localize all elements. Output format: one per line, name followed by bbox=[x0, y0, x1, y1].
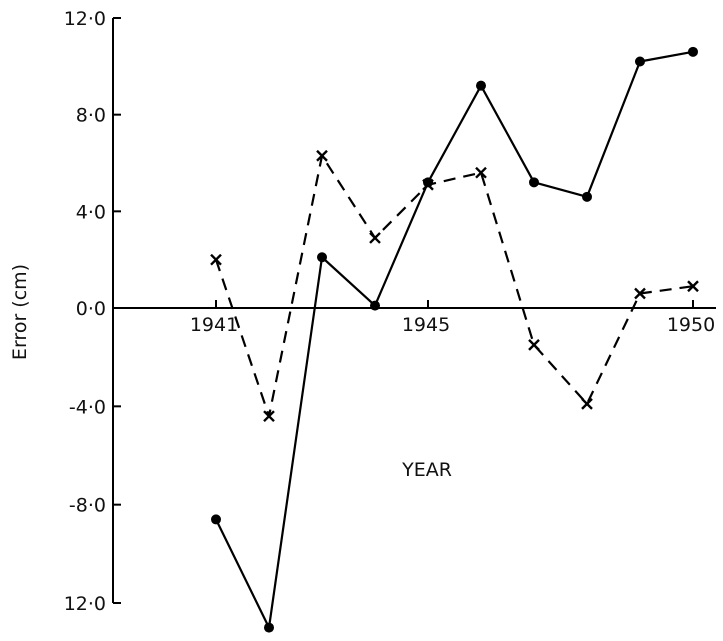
series-1-line bbox=[215, 50, 694, 629]
y-tick-label: 12·0 bbox=[64, 593, 106, 615]
y-tick-label: -8·0 bbox=[69, 495, 106, 517]
data-point-x bbox=[422, 178, 434, 191]
x-tick-label: 1950 bbox=[667, 314, 715, 336]
x-tick-label: 1945 bbox=[402, 314, 450, 336]
y-tick-label: 0·0 bbox=[76, 298, 106, 320]
y-axis-title: Error (cm) bbox=[9, 264, 31, 360]
data-point-dot bbox=[688, 46, 698, 57]
series-2-line bbox=[214, 154, 694, 418]
data-point-dot bbox=[370, 300, 380, 311]
y-tick-label: 12·0 bbox=[64, 8, 106, 30]
x-tick-label: 1941 bbox=[190, 314, 238, 336]
data-point-x bbox=[369, 232, 381, 244]
data-point-x bbox=[316, 149, 328, 162]
y-tick-label: 4·0 bbox=[76, 201, 106, 223]
x-axis-title: YEAR bbox=[401, 459, 452, 481]
data-point-dot bbox=[317, 252, 327, 263]
data-point-x bbox=[581, 398, 593, 410]
data-point-dot bbox=[635, 56, 645, 67]
data-point-dot bbox=[476, 80, 486, 91]
data-point-x bbox=[263, 410, 275, 423]
series-layer bbox=[210, 46, 699, 633]
data-point-x bbox=[634, 287, 646, 300]
y-tick-label: -4·0 bbox=[69, 396, 106, 418]
data-point-x bbox=[687, 280, 699, 293]
series-1 bbox=[211, 46, 698, 633]
axes bbox=[112, 18, 716, 603]
data-point-x bbox=[210, 253, 222, 266]
data-point-dot bbox=[264, 622, 274, 633]
data-point-dot bbox=[582, 191, 592, 202]
x-axis-ticks: 1941 1945 1950 bbox=[190, 300, 715, 336]
y-tick-label: 8·0 bbox=[76, 105, 106, 127]
data-point-x bbox=[475, 166, 487, 179]
y-axis-ticks: 12·0 8·0 4·0 0·0 -4·0 -8·0 12·0 bbox=[64, 8, 121, 615]
data-point-dot bbox=[211, 514, 221, 525]
data-point-dot bbox=[529, 177, 539, 188]
series-2 bbox=[210, 149, 699, 423]
data-point-x bbox=[528, 339, 540, 351]
